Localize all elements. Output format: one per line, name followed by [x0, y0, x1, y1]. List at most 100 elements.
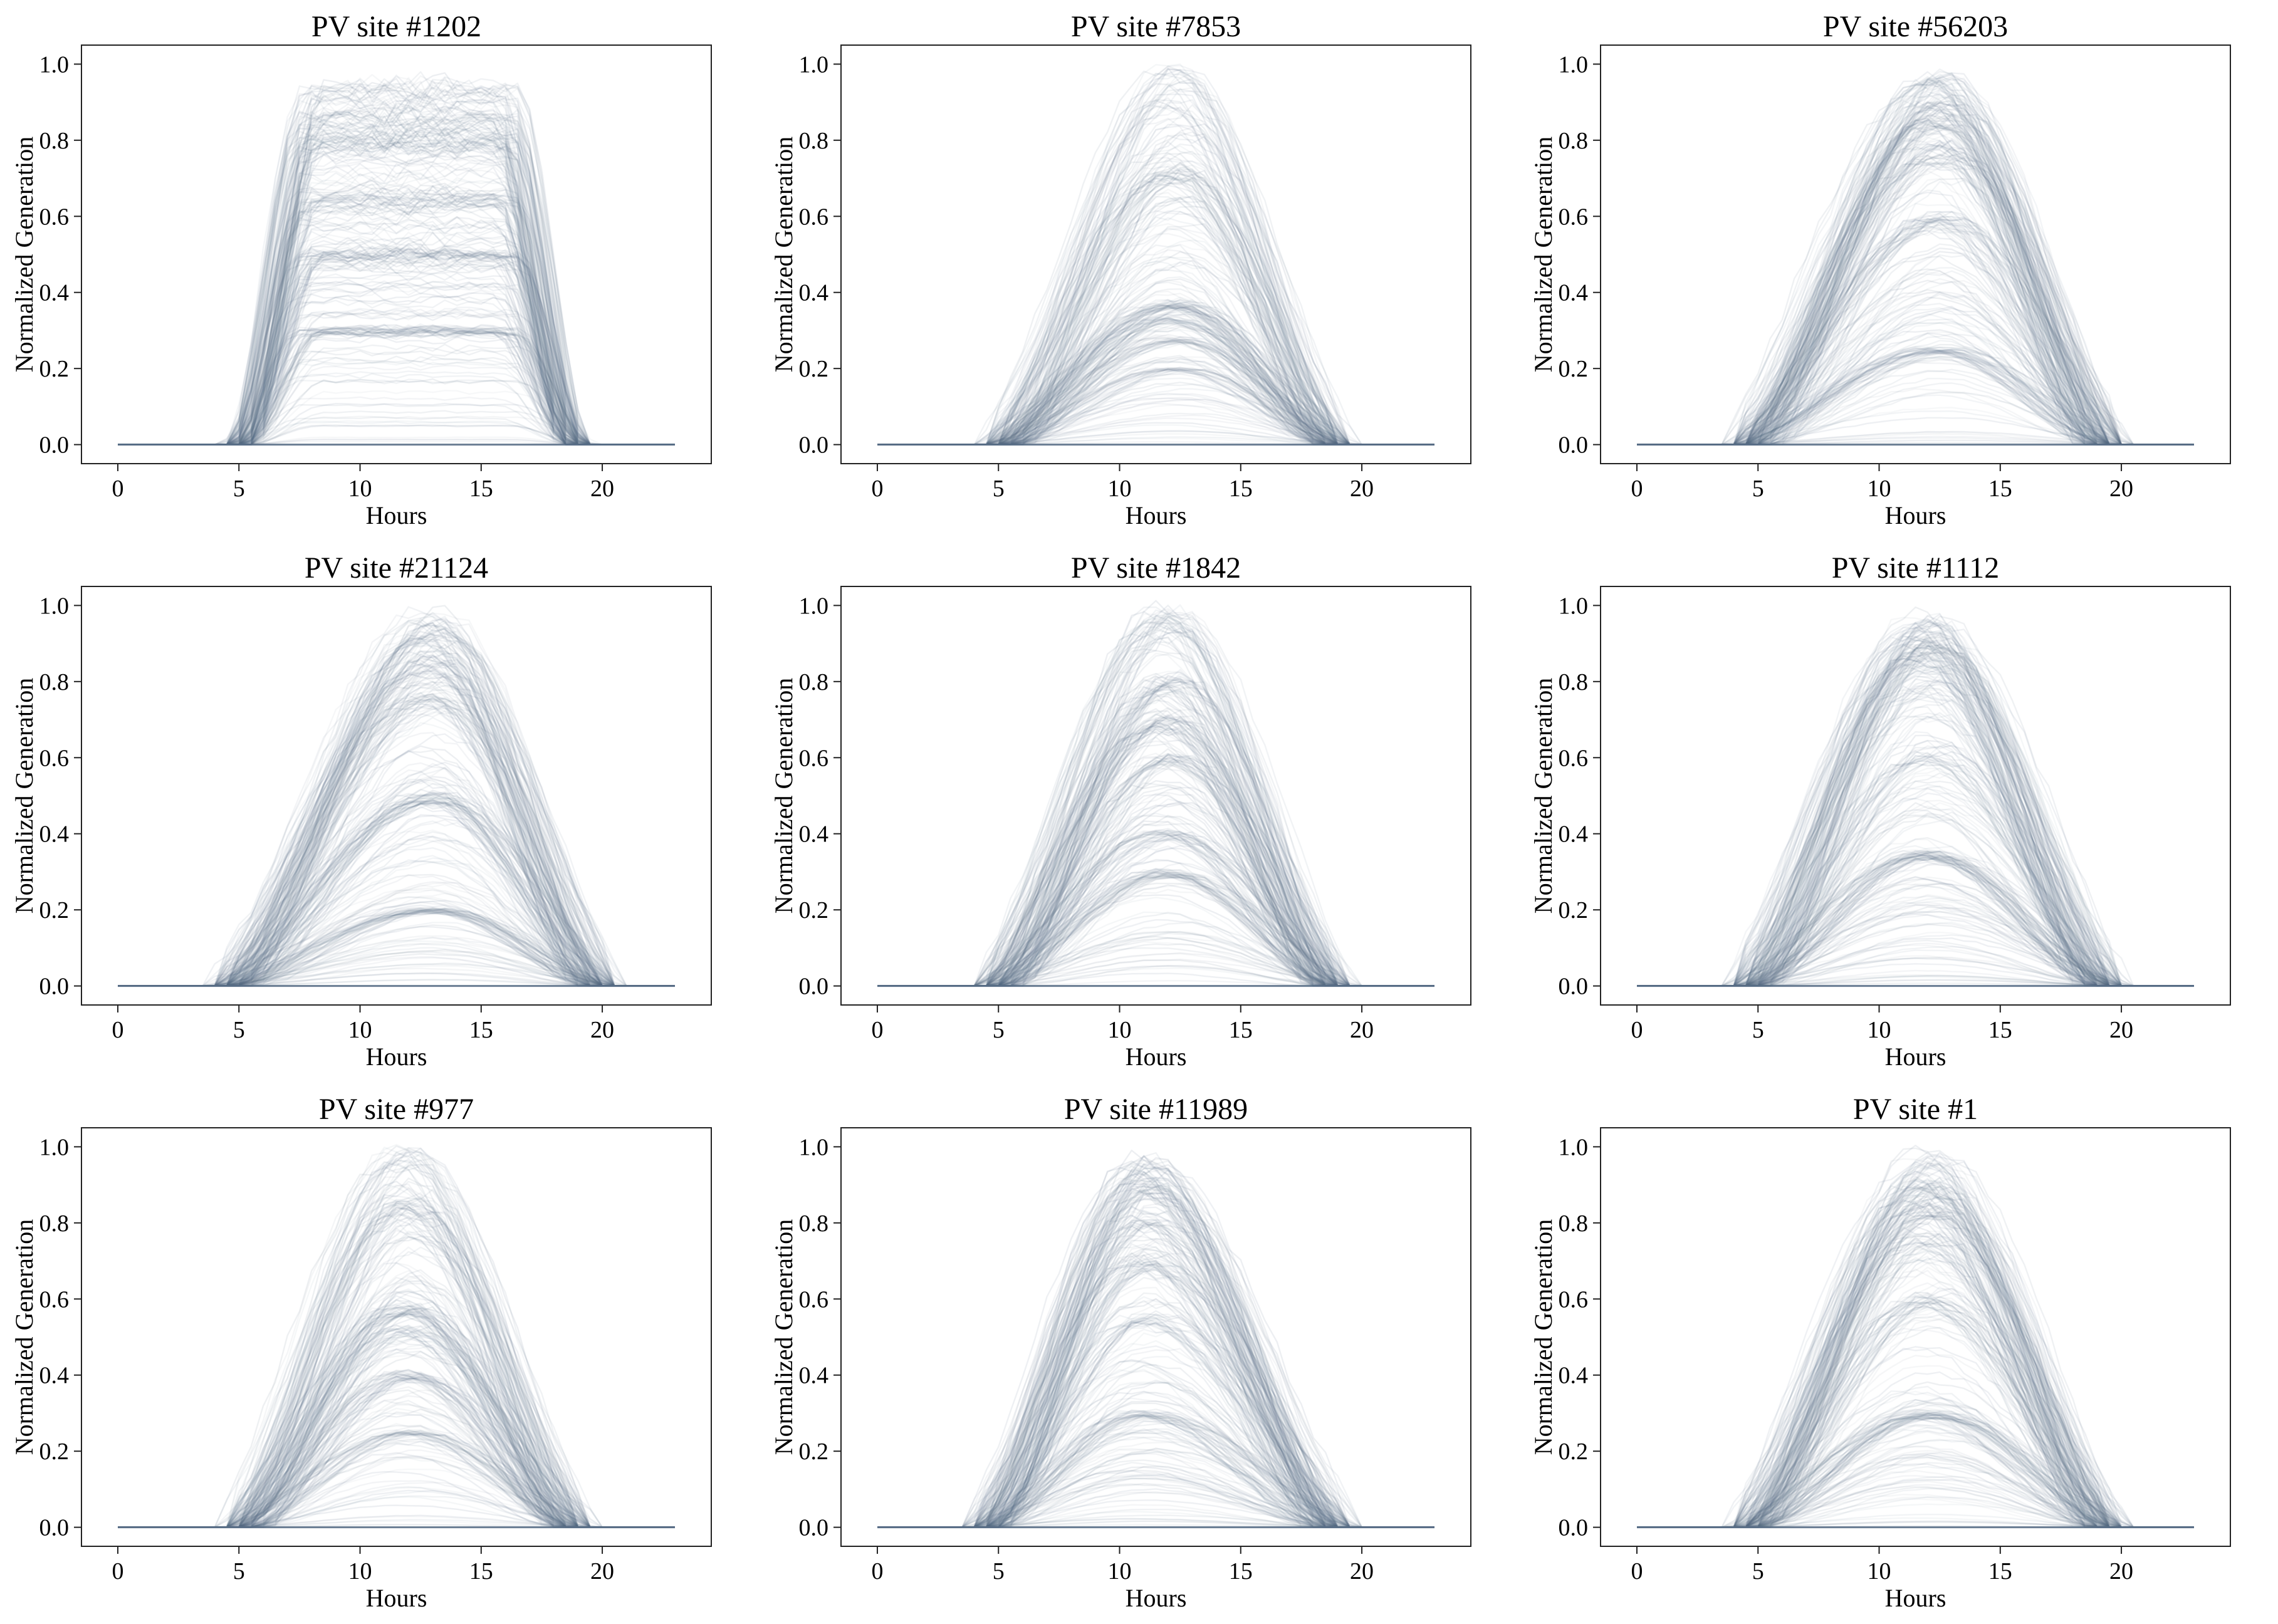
x-tick-label: 20 — [1350, 476, 1374, 502]
trace-line — [118, 362, 675, 444]
trace-line — [118, 1400, 675, 1527]
y-tick-label: 0.2 — [1559, 356, 1589, 382]
y-tick-label: 0.6 — [1559, 745, 1589, 771]
trace-line — [118, 1432, 675, 1527]
y-tick-label: 0.2 — [39, 897, 70, 924]
y-tick-label: 0.4 — [39, 1363, 70, 1389]
trace-line — [118, 135, 675, 445]
trace-line — [877, 613, 1434, 986]
trace-line — [877, 670, 1434, 986]
trace-line — [118, 1207, 675, 1528]
trace-line — [118, 330, 675, 445]
trace-line — [118, 251, 675, 445]
trace-line — [118, 1370, 675, 1528]
trace-line — [118, 1200, 675, 1527]
trace-line — [877, 1261, 1434, 1528]
trace-line — [118, 199, 675, 444]
trace-line — [877, 832, 1434, 986]
series-traces — [118, 1145, 675, 1528]
trace-line — [118, 331, 675, 445]
trace-line — [1637, 628, 2194, 986]
y-tick-label: 0.6 — [39, 1286, 70, 1313]
y-tick-label: 0.4 — [39, 280, 70, 306]
x-tick-label: 20 — [590, 1558, 614, 1585]
y-tick-label: 0.8 — [39, 669, 70, 695]
series-traces — [118, 606, 675, 986]
trace-line — [877, 835, 1434, 986]
trace-line — [118, 1430, 675, 1527]
trace-line — [1637, 623, 2194, 986]
trace-line — [118, 1311, 675, 1527]
x-tick-label: 10 — [1108, 476, 1132, 502]
trace-line — [118, 1200, 675, 1528]
trace-line — [118, 1373, 675, 1528]
x-axis-label: Hours — [366, 501, 427, 529]
trace-line — [118, 328, 675, 445]
y-tick-label: 0.0 — [799, 974, 829, 1000]
trace-line — [118, 1372, 675, 1528]
trace-line — [118, 1309, 675, 1528]
x-axis-label: Hours — [1126, 1584, 1187, 1612]
y-tick-label: 1.0 — [39, 51, 70, 78]
trace-line — [877, 832, 1434, 986]
trace-line — [118, 328, 675, 444]
x-tick-label: 15 — [469, 1017, 493, 1043]
trace-line — [118, 249, 675, 445]
trace-line — [118, 331, 675, 445]
x-tick-label: 0 — [112, 1017, 123, 1043]
y-tick-label: 0.0 — [39, 432, 70, 459]
y-axis-label: Normalized Generation — [1529, 1219, 1557, 1455]
x-tick-label: 15 — [1229, 1558, 1253, 1585]
trace-line — [118, 1189, 675, 1528]
trace-line — [118, 1205, 675, 1528]
trace-line — [877, 802, 1434, 986]
trace-line — [877, 836, 1434, 986]
trace-line — [1637, 1237, 2194, 1528]
y-tick-label: 1.0 — [799, 1134, 829, 1160]
x-tick-label: 5 — [993, 476, 1005, 502]
trace-line — [118, 110, 675, 444]
trace-line — [877, 257, 1434, 445]
trace-line — [118, 1201, 675, 1527]
x-tick-label: 0 — [871, 476, 883, 502]
trace-line — [1637, 653, 2194, 986]
trace-line — [118, 1432, 675, 1528]
x-tick-label: 0 — [112, 476, 123, 502]
y-tick-label: 0.6 — [1559, 204, 1589, 230]
trace-line — [118, 1182, 675, 1528]
trace-line — [877, 612, 1434, 986]
y-tick-label: 0.8 — [1559, 128, 1589, 154]
trace-line — [877, 834, 1434, 986]
series-traces — [1637, 1145, 2194, 1527]
y-tick-label: 0.0 — [1559, 974, 1589, 1000]
y-tick-label: 0.8 — [1559, 1210, 1589, 1237]
trace-line — [118, 120, 675, 445]
y-tick-label: 0.8 — [799, 128, 829, 154]
trace-line — [118, 250, 675, 444]
x-tick-label: 5 — [233, 1558, 245, 1585]
y-tick-label: 0.4 — [799, 1363, 829, 1389]
trace-line — [877, 920, 1434, 986]
x-tick-label: 15 — [1988, 476, 2012, 502]
trace-line — [877, 784, 1434, 986]
chart-title: PV site #1842 — [1071, 551, 1241, 585]
trace-line — [877, 831, 1434, 986]
trace-line — [118, 251, 675, 444]
chart-title: PV site #977 — [319, 1093, 474, 1126]
trace-line — [118, 1370, 675, 1528]
y-tick-label: 0.2 — [799, 897, 829, 924]
chart-title: PV site #7853 — [1071, 10, 1241, 43]
y-axis-label: Normalized Generation — [770, 137, 798, 373]
y-tick-label: 1.0 — [799, 51, 829, 78]
x-tick-label: 10 — [1868, 1558, 1891, 1585]
chart-title: PV site #56203 — [1823, 10, 2008, 43]
trace-line — [877, 824, 1434, 986]
x-tick-label: 15 — [469, 1558, 493, 1585]
trace-line — [118, 1200, 675, 1528]
trace-line — [118, 1370, 675, 1527]
y-tick-label: 0.4 — [39, 821, 70, 848]
trace-line — [1637, 679, 2194, 986]
